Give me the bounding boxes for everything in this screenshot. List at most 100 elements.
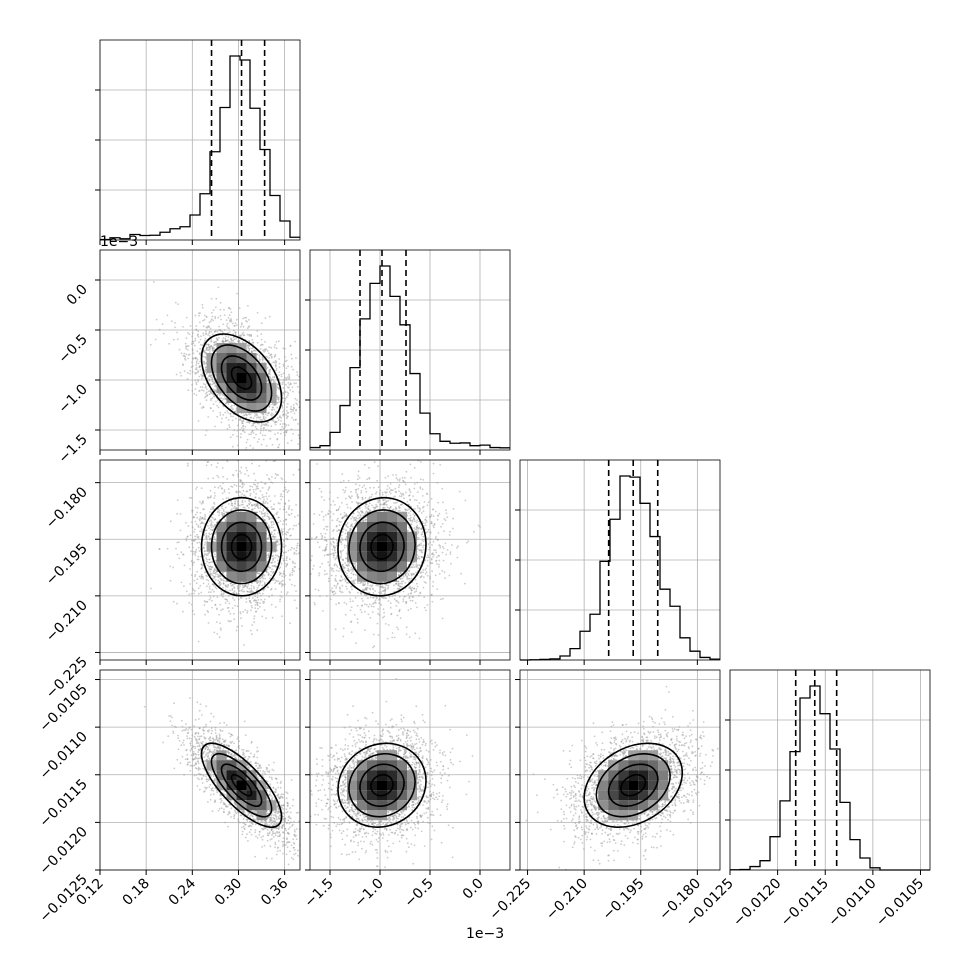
sample-point — [275, 347, 278, 350]
sample-point — [177, 541, 180, 543]
sample-point — [200, 574, 203, 576]
sample-point — [260, 333, 263, 335]
sample-point — [295, 418, 297, 421]
sample-point — [278, 539, 281, 541]
sample-point — [219, 392, 222, 395]
sample-point — [283, 559, 286, 561]
sample-point — [224, 602, 227, 604]
sample-point — [285, 565, 287, 568]
sample-point — [253, 617, 256, 620]
sample-point — [251, 508, 253, 511]
sample-point — [256, 482, 259, 485]
sample-point — [191, 539, 193, 542]
sample-point — [213, 553, 216, 556]
histogram-0 — [100, 55, 300, 241]
sample-point — [272, 523, 275, 525]
sample-point — [280, 498, 283, 501]
sample-point — [223, 490, 226, 493]
sample-point — [273, 356, 276, 358]
sample-point — [193, 552, 196, 555]
sample-point — [210, 519, 213, 521]
sample-point — [245, 441, 248, 444]
sample-point — [237, 473, 240, 476]
sample-point — [207, 334, 210, 336]
sample-point — [198, 575, 201, 578]
sample-point — [206, 585, 208, 588]
sample-point — [274, 353, 277, 356]
sample-point — [290, 405, 292, 408]
sample-point — [245, 446, 248, 449]
sample-point — [231, 339, 234, 342]
sample-point — [274, 606, 277, 608]
sample-point — [212, 393, 215, 396]
sample-point — [270, 481, 272, 484]
sample-point — [258, 354, 261, 356]
sample-point — [219, 622, 222, 624]
sample-point — [249, 492, 252, 495]
sample-point — [277, 432, 279, 434]
sample-point — [266, 512, 269, 515]
sample-point — [198, 519, 201, 522]
sample-point — [255, 601, 257, 604]
sample-point — [257, 416, 259, 418]
sample-point — [272, 406, 274, 409]
sample-point — [235, 491, 238, 494]
sample-point — [204, 518, 207, 521]
sample-point — [253, 621, 256, 623]
sample-point — [207, 416, 210, 418]
sample-point — [199, 321, 201, 324]
panel-frame — [99, 249, 301, 451]
sample-point — [243, 316, 246, 319]
sample-point — [216, 474, 219, 477]
sample-point — [230, 620, 232, 622]
sample-point — [176, 499, 179, 501]
sample-point — [229, 612, 232, 615]
sample-point — [258, 465, 261, 467]
sample-point — [234, 505, 236, 508]
sample-point — [199, 530, 201, 533]
sample-point — [285, 431, 288, 434]
sample-point — [278, 543, 281, 546]
sample-point — [196, 358, 199, 361]
sample-point — [278, 574, 281, 576]
sample-point — [291, 416, 293, 419]
sample-point — [214, 425, 216, 428]
sample-point — [276, 511, 279, 514]
sample-point — [265, 495, 268, 498]
sample-point — [199, 518, 202, 520]
panel-1-0: −1.5−1.0−0.50.0 — [55, 249, 301, 467]
sample-point — [290, 428, 293, 431]
sample-point — [190, 366, 193, 368]
sample-point — [232, 433, 234, 436]
density-cell — [226, 373, 237, 383]
sample-point — [227, 412, 230, 414]
sample-point — [292, 433, 294, 435]
sample-point — [272, 521, 275, 523]
sample-point — [197, 335, 200, 338]
sample-point — [212, 517, 214, 519]
sample-point — [286, 403, 289, 405]
sample-point — [207, 477, 210, 480]
sample-point — [272, 508, 274, 510]
sample-point — [292, 408, 295, 411]
sample-point — [306, 502, 308, 504]
sample-point — [291, 357, 293, 360]
sample-point — [218, 325, 220, 328]
sample-point — [286, 406, 288, 409]
density-cell — [256, 393, 267, 403]
sample-point — [245, 597, 248, 600]
sample-point — [176, 338, 179, 341]
sample-point — [243, 644, 245, 646]
sample-point — [225, 335, 228, 338]
sample-point — [271, 482, 274, 484]
sample-point — [279, 423, 282, 426]
histogram-3 — [730, 685, 930, 871]
sample-point — [194, 535, 197, 538]
sample-point — [275, 474, 278, 476]
sample-point — [216, 633, 219, 635]
sample-point — [233, 484, 236, 486]
sample-point — [191, 389, 194, 392]
sample-point — [296, 399, 298, 401]
sample-point — [190, 574, 193, 576]
